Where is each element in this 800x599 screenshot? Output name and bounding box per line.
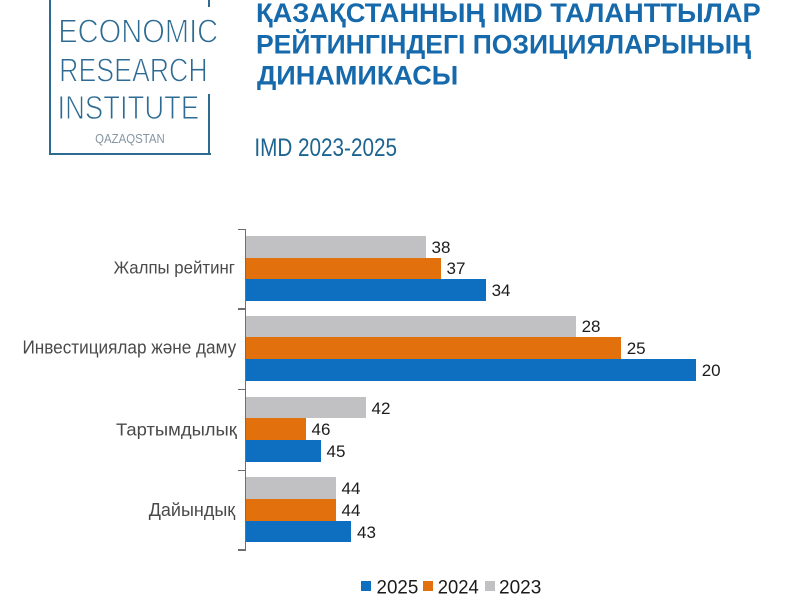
svg-text:INSTITUTE: INSTITUTE — [58, 91, 200, 127]
svg-text:Тартымдылық: Тартымдылық — [116, 420, 238, 440]
svg-text:RESEARCH: RESEARCH — [59, 53, 207, 89]
svg-text:ДИНАМИКАСЫ: ДИНАМИКАСЫ — [257, 61, 458, 91]
svg-text:IMD 2023-2025: IMD 2023-2025 — [254, 133, 397, 161]
svg-text:ҚАЗАҚСТАННЫҢ IMD ТАЛАНТТЫЛАР: ҚАЗАҚСТАННЫҢ IMD ТАЛАНТТЫЛАР — [256, 0, 761, 28]
svg-text:ECONOMIC: ECONOMIC — [58, 13, 218, 50]
svg-text:РЕЙТИНГІНДЕГІ ПОЗИЦИЯЛАРЫНЫҢ: РЕЙТИНГІНДЕГІ ПОЗИЦИЯЛАРЫНЫҢ — [256, 30, 751, 60]
svg-text:Дайындық: Дайындық — [149, 500, 236, 520]
svg-text:Инвестициялар және даму: Инвестициялар және даму — [22, 337, 236, 357]
svg-text:2025: 2025 — [377, 577, 419, 598]
svg-text:2024: 2024 — [438, 577, 479, 599]
svg-text:Жалпы рейтинг: Жалпы рейтинг — [114, 257, 235, 278]
svg-text:2023: 2023 — [499, 578, 541, 599]
svg-text:QAZAQSTAN: QAZAQSTAN — [95, 132, 165, 147]
